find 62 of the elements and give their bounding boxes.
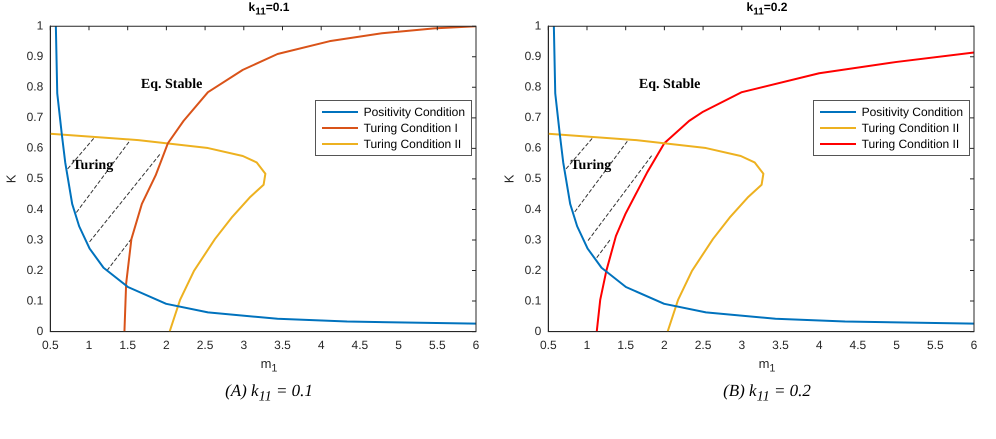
y-tick-label: 0.5 — [524, 171, 542, 186]
y-tick-label: 0.4 — [524, 202, 542, 216]
y-tick-label: 0.7 — [26, 110, 44, 124]
annotation: Turing — [72, 158, 114, 173]
x-tick-label: 5 — [893, 338, 900, 352]
x-tick-label: 5.5 — [428, 338, 446, 352]
x-tick-label: 4 — [318, 338, 325, 352]
y-tick-label: 0.9 — [524, 49, 542, 64]
x-tick-label: 3.5 — [772, 338, 790, 352]
y-tick-label: 0.6 — [524, 140, 542, 155]
y-axis-title: K — [3, 174, 18, 184]
x-tick-label: 1 — [584, 338, 591, 352]
legend-label: Turing Condition I — [364, 120, 458, 136]
legend-label: Turing Condition II — [364, 136, 462, 152]
y-tick-label: 0.3 — [524, 232, 542, 246]
y-tick-label: 1 — [534, 18, 542, 33]
y-tick-label: 1 — [36, 18, 44, 33]
y-tick-label: 0.5 — [26, 171, 44, 186]
y-tick-label: 0.9 — [26, 49, 44, 64]
annotation: Turing — [570, 158, 612, 173]
x-tick-label: 2 — [163, 338, 170, 352]
x-tick-label: 5.5 — [926, 338, 944, 352]
chart-title: k$_{11}$=0.1 — [248, 0, 290, 18]
x-tick-label: 1.5 — [617, 338, 634, 352]
legend-label: Turing Condition II — [862, 136, 960, 152]
legend-label: Positivity Condition — [364, 104, 465, 120]
y-tick-label: 0.3 — [26, 232, 44, 246]
y-tick-label: 0.2 — [26, 262, 44, 277]
x-tick-label: 2.5 — [196, 338, 214, 352]
x-tick-label: 4 — [816, 338, 823, 352]
x-tick-label: 6 — [970, 338, 978, 352]
x-tick-label: 2.5 — [694, 338, 712, 352]
legend-label: Turing Condition II — [862, 120, 960, 136]
y-tick-label: 0.8 — [26, 80, 44, 94]
annotation: Eq. Stable — [140, 76, 202, 92]
y-tick-label: 0.6 — [26, 140, 44, 155]
y-tick-label: 0.7 — [524, 110, 542, 124]
x-tick-label: 2 — [661, 338, 668, 352]
chart-title: k$_{11}$=0.2 — [746, 0, 788, 18]
x-tick-label: 4.5 — [850, 338, 867, 352]
y-axis-title: K — [501, 174, 516, 184]
x-tick-label: 3 — [738, 338, 746, 352]
text: (A) k$_{11}$ = 0.1 — [224, 380, 314, 405]
x-axis-title: m$_{1}$ — [758, 356, 776, 375]
x-tick-label: 6 — [472, 338, 480, 352]
y-tick-label: 0.8 — [524, 80, 542, 94]
annotation: Eq. Stable — [638, 76, 700, 92]
y-tick-label: 0 — [36, 324, 44, 338]
x-tick-label: 3.5 — [274, 338, 292, 352]
x-tick-label: 5 — [395, 338, 402, 352]
text: (B) k$_{11}$ = 0.2 — [722, 380, 812, 405]
x-tick-label: 1.5 — [119, 338, 136, 352]
x-axis-title: m$_{1}$ — [260, 356, 278, 375]
y-tick-label: 0 — [534, 324, 542, 338]
y-tick-label: 0.2 — [524, 262, 542, 277]
y-tick-label: 0.1 — [26, 293, 44, 308]
y-tick-label: 0.1 — [524, 293, 542, 308]
x-tick-label: 3 — [240, 338, 248, 352]
legend-label: Positivity Condition — [862, 104, 963, 120]
y-tick-label: 0.4 — [26, 202, 44, 216]
x-tick-label: 4.5 — [352, 338, 369, 352]
x-tick-label: 1 — [86, 338, 93, 352]
